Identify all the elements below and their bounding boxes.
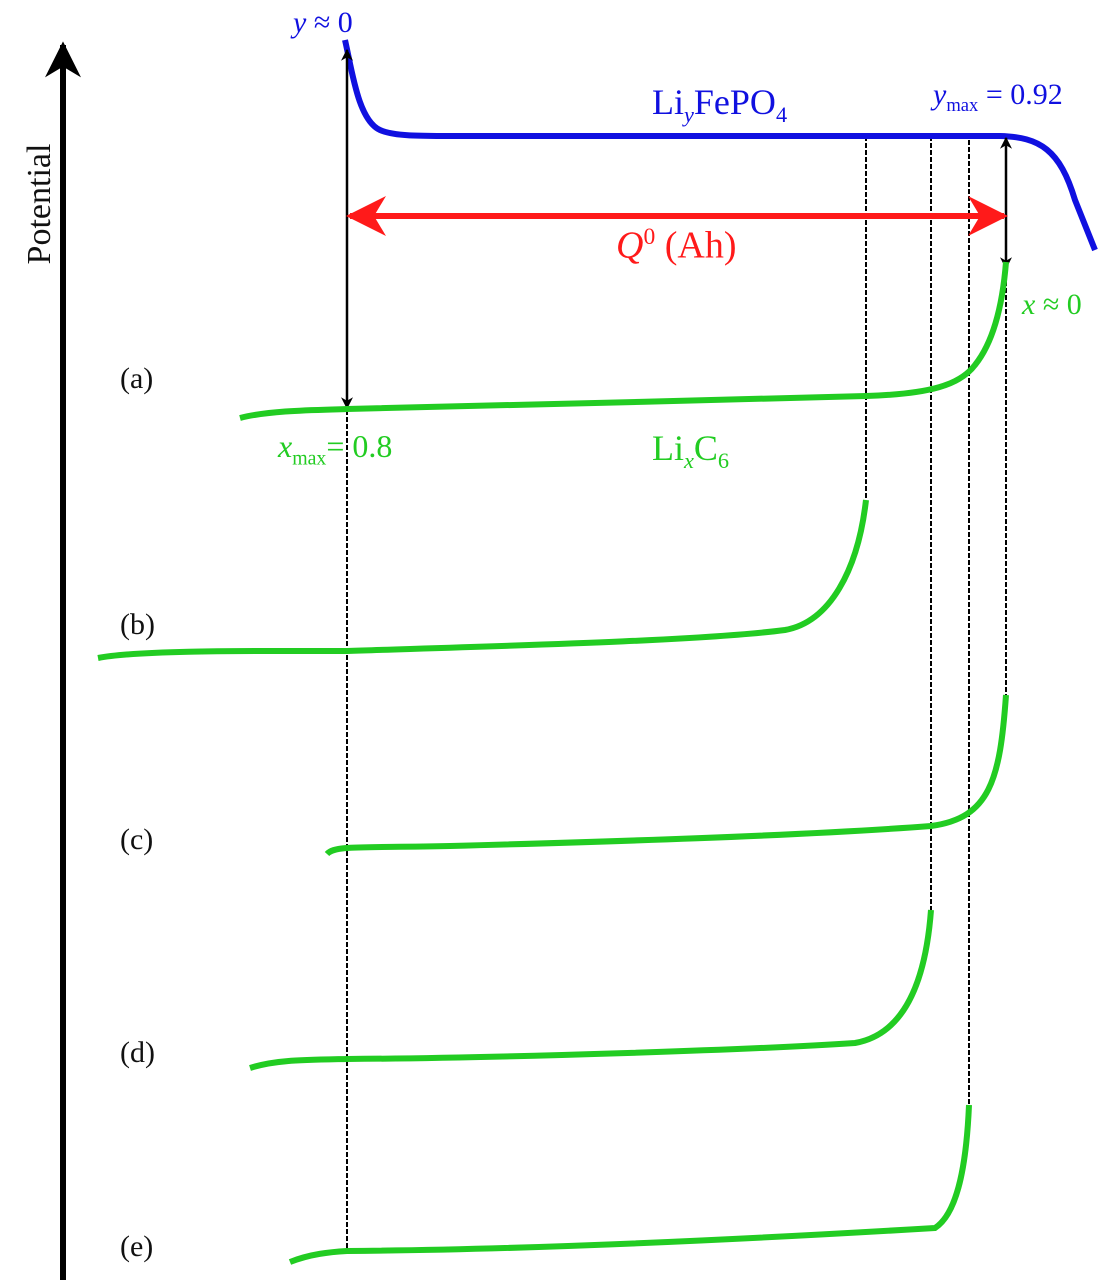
cathode-curve	[342, 39, 1098, 252]
anode-max-label: xmax= 0.8	[278, 428, 393, 470]
anode-curve-b	[97, 499, 869, 661]
anode-curve-c	[324, 694, 1009, 857]
cathode-name: LiyFePO4	[652, 82, 788, 128]
dashed-guides	[346, 136, 1007, 1250]
anode-name: LixC6	[652, 428, 730, 474]
anode-curve-e	[288, 1104, 972, 1265]
panel-label-a: (a)	[120, 362, 154, 395]
potential-axis-label: Potential	[21, 143, 58, 265]
panel-label-c: (c)	[120, 823, 154, 856]
anode-curve-a	[239, 261, 1009, 421]
panel-label-b: (b)	[120, 608, 155, 641]
cathode-max-label: ymax = 0.92	[933, 78, 1063, 116]
panel-label-d: (d)	[120, 1036, 155, 1069]
anode-curve-d	[249, 909, 934, 1071]
capacity-label: Q0 (Ah)	[616, 224, 737, 267]
cathode-start-label: y ≈ 0	[293, 6, 353, 39]
anode-end-label: x ≈ 0	[1022, 288, 1082, 321]
panel-label-e: (e)	[120, 1230, 154, 1263]
